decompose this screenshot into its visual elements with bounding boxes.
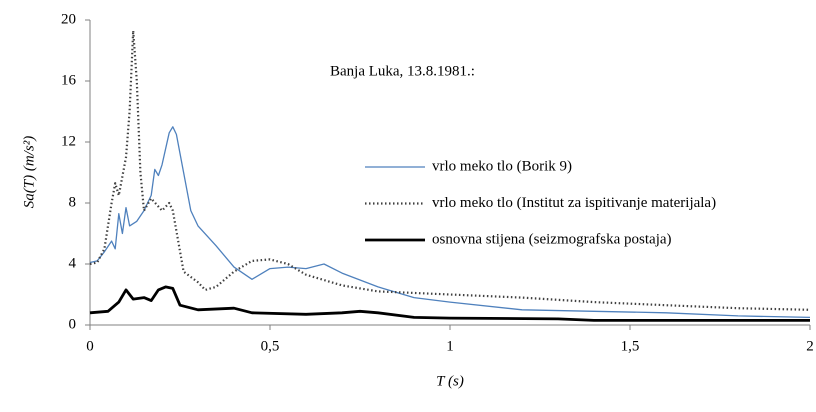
x-tick-label: 0,5 (261, 338, 280, 354)
y-tick-label: 20 (61, 11, 76, 27)
y-tick-label: 4 (69, 255, 77, 271)
x-tick-label: 1 (446, 338, 454, 354)
y-axis-label: Sa(T) (m/s²) (21, 136, 37, 208)
legend-label: vrlo meko tlo (Borik 9) (432, 158, 572, 174)
legend-label: osnovna stijena (seizmografska postaja) (432, 231, 672, 247)
y-tick-label: 8 (69, 194, 77, 210)
series-line (89, 285, 810, 322)
annotation: Banja Luka, 13.8.1981.: (330, 63, 475, 79)
x-tick-label: 2 (806, 338, 814, 354)
y-tick-label: 16 (61, 72, 77, 88)
series-line (89, 126, 811, 319)
y-tick-label: 0 (69, 316, 77, 332)
legend-label: vrlo meko tlo (Institut za ispitivanje m… (432, 195, 716, 211)
y-tick-label: 12 (61, 133, 76, 149)
x-tick-label: 0 (86, 338, 94, 354)
x-tick-label: 1,5 (621, 338, 640, 354)
x-axis-label: T (s) (436, 373, 464, 389)
